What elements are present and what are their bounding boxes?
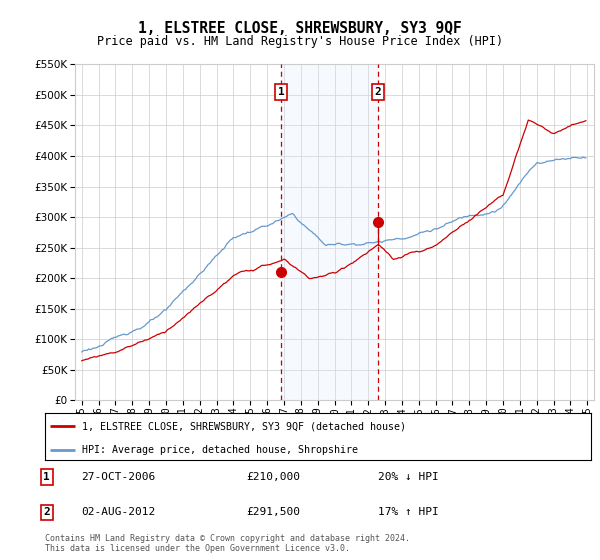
Text: £291,500: £291,500 [246, 507, 300, 517]
Text: 2: 2 [374, 87, 382, 97]
Text: £210,000: £210,000 [246, 472, 300, 482]
Text: 27-OCT-2006: 27-OCT-2006 [81, 472, 155, 482]
Text: Price paid vs. HM Land Registry's House Price Index (HPI): Price paid vs. HM Land Registry's House … [97, 35, 503, 48]
Text: HPI: Average price, detached house, Shropshire: HPI: Average price, detached house, Shro… [82, 445, 358, 455]
Text: 1, ELSTREE CLOSE, SHREWSBURY, SY3 9QF: 1, ELSTREE CLOSE, SHREWSBURY, SY3 9QF [138, 21, 462, 36]
Text: 1, ELSTREE CLOSE, SHREWSBURY, SY3 9QF (detached house): 1, ELSTREE CLOSE, SHREWSBURY, SY3 9QF (d… [82, 421, 406, 431]
Text: 02-AUG-2012: 02-AUG-2012 [81, 507, 155, 517]
Text: Contains HM Land Registry data © Crown copyright and database right 2024.
This d: Contains HM Land Registry data © Crown c… [45, 534, 410, 553]
Bar [281, 64, 378, 400]
Text: 1: 1 [278, 87, 284, 97]
Text: 2: 2 [43, 507, 50, 517]
Text: 1: 1 [43, 472, 50, 482]
Text: 20% ↓ HPI: 20% ↓ HPI [378, 472, 439, 482]
Text: 17% ↑ HPI: 17% ↑ HPI [378, 507, 439, 517]
